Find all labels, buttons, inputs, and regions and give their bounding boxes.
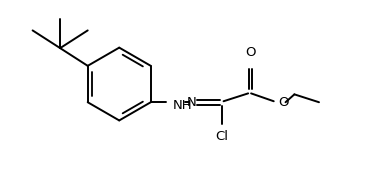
Text: Cl: Cl <box>215 130 228 143</box>
Text: N: N <box>187 96 197 109</box>
Text: NH: NH <box>172 99 192 112</box>
Text: O: O <box>245 46 255 59</box>
Text: O: O <box>279 96 289 109</box>
